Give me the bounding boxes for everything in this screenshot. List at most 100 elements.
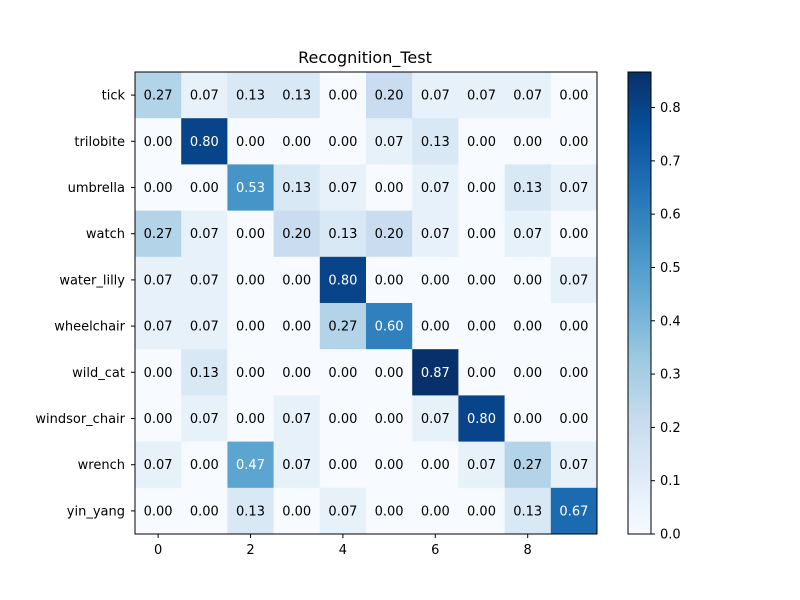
cell-value-label: 0.27: [144, 89, 173, 104]
cell-value-label: 0.07: [144, 320, 173, 335]
cell-value-label: 0.00: [375, 458, 404, 473]
heatmap-cell: [181, 210, 228, 258]
cell-value-label: 0.13: [236, 89, 265, 104]
cell-value-label: 0.07: [421, 89, 450, 104]
heatmap-cell: [366, 303, 413, 350]
y-axis: tick trilobite umbrella watch water_lillywhe…: [35, 89, 135, 519]
cell-value-label: 0.00: [559, 412, 588, 427]
cell-value-label: 0.00: [421, 458, 450, 473]
cell-value-label: 0.00: [559, 227, 588, 242]
heatmap-cell: [550, 118, 598, 165]
heatmap-cell: [135, 395, 182, 443]
cell-value-label: 0.20: [375, 89, 404, 104]
cell-value-label: 0.00: [559, 366, 588, 381]
heatmap-cell: [550, 487, 598, 535]
cell-value-label: 0.00: [513, 273, 542, 288]
cell-value-label: 0.00: [513, 412, 542, 427]
cell-value-label: 0.07: [328, 504, 357, 519]
y-tick-label: umbrella: [68, 181, 125, 196]
cell-value-label: 0.07: [144, 458, 173, 473]
cell-value-label: 0.80: [328, 273, 357, 288]
colorbar-tick-label: 0.2: [660, 421, 681, 436]
cell-value-label: 0.00: [559, 135, 588, 150]
cell-value-label: 0.27: [513, 458, 542, 473]
colorbar-axis: 0.0 0.1 0.2 0.3 0.4 0.5 0.6 0.7 0.8: [651, 101, 681, 543]
heatmap-cell: [550, 72, 598, 119]
heatmap-cell: [458, 164, 506, 212]
x-axis: 0 2 4 6 8: [154, 534, 532, 558]
cell-value-label: 0.20: [282, 227, 311, 242]
x-tick-label: 2: [246, 543, 254, 558]
heatmap-cell: [366, 487, 413, 535]
cell-value-label: 0.00: [375, 366, 404, 381]
heatmap-cell: [366, 118, 413, 165]
heatmap-cell: [366, 210, 413, 258]
cell-value-label: 0.87: [421, 366, 450, 381]
heatmap-cell: [458, 118, 506, 165]
heatmap-cell: [504, 441, 552, 489]
heatmap-cell: [458, 349, 506, 396]
heatmap-cell: [227, 441, 275, 489]
cell-value-label: 0.07: [467, 89, 496, 104]
cell-value-label: 0.00: [513, 135, 542, 150]
cell-value-label: 0.07: [282, 412, 311, 427]
cell-value-label: 0.00: [328, 366, 357, 381]
cell-value-label: 0.07: [559, 458, 588, 473]
cell-value-label: 0.13: [282, 89, 311, 104]
cell-value-label: 0.07: [421, 181, 450, 196]
y-tick-label: tick: [102, 89, 126, 104]
cell-value-label: 0.07: [190, 273, 219, 288]
heatmap-cell: [504, 210, 552, 258]
cell-value-label: 0.07: [190, 89, 219, 104]
heatmap-cell: [273, 441, 321, 489]
heatmap-cell: [458, 72, 506, 119]
x-tick-label: 4: [339, 543, 347, 558]
cell-value-label: 0.07: [190, 227, 219, 242]
cell-value-label: 0.07: [559, 181, 588, 196]
cell-value-label: 0.00: [144, 366, 173, 381]
heatmap-cell: [181, 72, 228, 119]
heatmap-cell: [319, 164, 367, 212]
cell-value-label: 0.80: [190, 135, 219, 150]
cell-value-label: 0.07: [190, 320, 219, 335]
heatmap-cell: [412, 256, 459, 304]
heatmap-cell: [135, 118, 182, 165]
heatmap-cell: [135, 349, 182, 396]
heatmap-cell: [181, 441, 228, 489]
heatmap-cell: [227, 118, 275, 165]
colorbar-tick-label: 0.0: [660, 528, 681, 543]
heatmap-cell: [550, 395, 598, 443]
heatmap-cell: [366, 395, 413, 443]
cell-value-label: 0.00: [236, 320, 265, 335]
heatmap-cell: [135, 256, 182, 304]
y-tick-label: wrench: [78, 458, 125, 473]
cell-value-label: 0.07: [467, 458, 496, 473]
heatmap-cell: [504, 72, 552, 119]
cell-value-label: 0.00: [513, 366, 542, 381]
heatmap-value-labels: 0.27 0.07 0.13 0.13 0.00 0.20 0.07 0.07 0.07 0.00…: [144, 89, 589, 520]
cell-value-label: 0.00: [559, 320, 588, 335]
cell-value-label: 0.20: [375, 227, 404, 242]
cell-value-label: 0.00: [190, 504, 219, 519]
cell-value-label: 0.00: [559, 89, 588, 104]
heatmap-cell: [227, 303, 275, 350]
cell-value-label: 0.00: [144, 504, 173, 519]
heatmap-cell: [412, 72, 459, 119]
cell-value-label: 0.00: [467, 273, 496, 288]
y-tick-label: trilobite: [74, 135, 125, 150]
cell-value-label: 0.07: [513, 89, 542, 104]
cell-value-label: 0.00: [282, 135, 311, 150]
colorbar-tick-label: 0.5: [660, 261, 681, 276]
chart-title: Recognition_Test: [298, 48, 432, 68]
cell-value-label: 0.00: [236, 273, 265, 288]
cell-value-label: 0.00: [375, 273, 404, 288]
colorbar-tick-label: 0.4: [660, 314, 681, 329]
cell-value-label: 0.53: [236, 181, 265, 196]
cell-value-label: 0.00: [282, 320, 311, 335]
heatmap-cell: [319, 487, 367, 535]
y-tick-label: water_lilly: [59, 273, 125, 288]
heatmap-cell: [273, 72, 321, 119]
colorbar-tick-label: 0.8: [660, 101, 681, 116]
heatmap-cell: [273, 487, 321, 535]
heatmap-cell: [181, 395, 228, 443]
